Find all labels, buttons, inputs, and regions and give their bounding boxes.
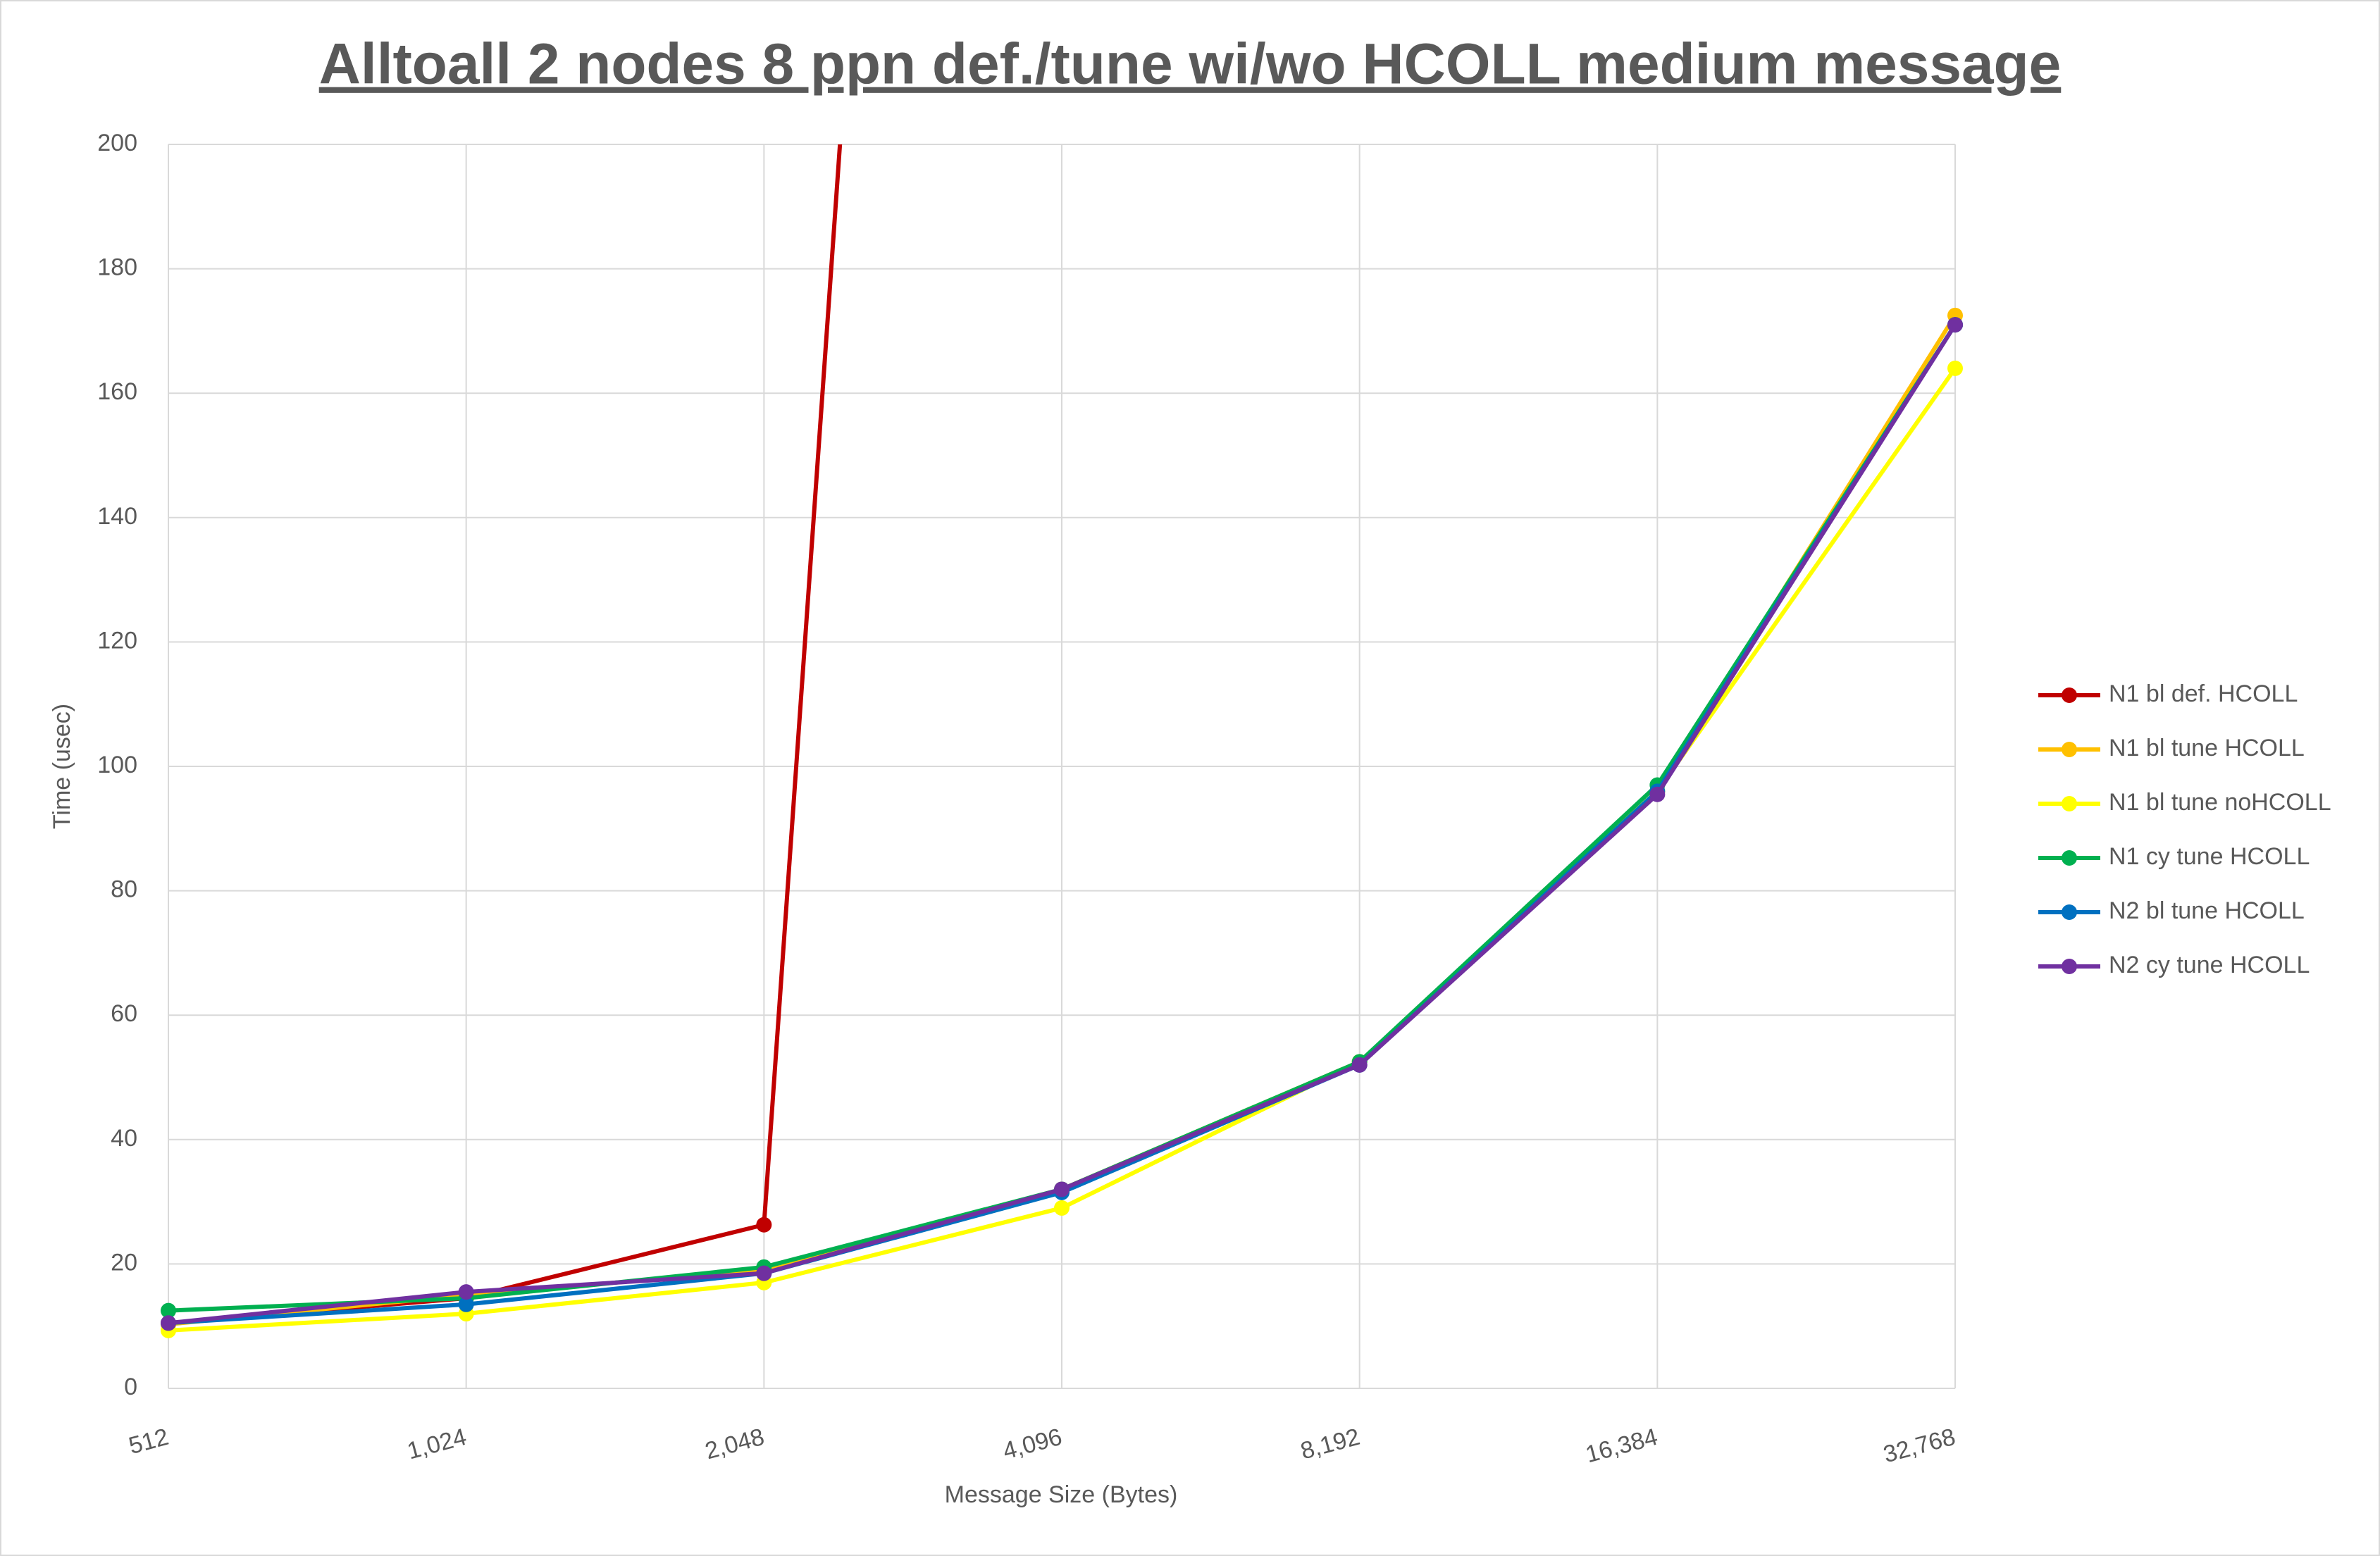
y-tick-label: 80 bbox=[111, 876, 137, 903]
y-tick-label: 40 bbox=[111, 1125, 137, 1152]
data-point bbox=[756, 1216, 772, 1233]
legend-label: N1 bl def. HCOLL bbox=[2109, 680, 2298, 707]
data-point bbox=[161, 1302, 176, 1319]
chart-title: Alltoall 2 nodes 8 ppn def./tune wi/wo H… bbox=[319, 32, 2062, 97]
series-group bbox=[161, 144, 1963, 1338]
y-tick-label: 120 bbox=[97, 627, 137, 654]
y-tick-label: 160 bbox=[97, 378, 137, 405]
legend-marker bbox=[2062, 904, 2077, 920]
legend-label: N1 bl tune noHCOLL bbox=[2109, 789, 2331, 816]
y-tick-label: 140 bbox=[97, 503, 137, 530]
data-point bbox=[458, 1284, 474, 1300]
y-tick-label: 60 bbox=[111, 1000, 137, 1027]
legend-label: N2 cy tune HCOLL bbox=[2109, 952, 2310, 978]
legend-marker bbox=[2062, 850, 2077, 866]
data-point bbox=[1054, 1181, 1070, 1197]
data-point bbox=[1054, 1200, 1070, 1216]
legend-label: N2 bl tune HCOLL bbox=[2109, 897, 2305, 924]
data-point bbox=[1947, 317, 1963, 333]
legend-marker bbox=[2062, 687, 2077, 703]
data-point bbox=[1351, 1057, 1368, 1073]
data-point bbox=[756, 1265, 772, 1281]
data-point bbox=[161, 1315, 176, 1331]
y-tick-label: 180 bbox=[97, 254, 137, 281]
data-point bbox=[1649, 786, 1666, 802]
legend-marker bbox=[2062, 742, 2077, 757]
data-point bbox=[1947, 360, 1963, 376]
legend-marker bbox=[2062, 796, 2077, 811]
legend: N1 bl def. HCOLL N1 bl tune HCOLL N1 bl tu… bbox=[2038, 680, 2331, 978]
x-axis-title: Message Size (Bytes) bbox=[945, 1481, 1178, 1508]
y-axis-title: Time (usec) bbox=[49, 704, 75, 829]
y-tick-label: 200 bbox=[97, 130, 137, 156]
legend-marker bbox=[2062, 959, 2077, 974]
legend-label: N1 cy tune HCOLL bbox=[2109, 843, 2310, 870]
y-tick-label: 20 bbox=[111, 1249, 137, 1276]
y-tick-label: 100 bbox=[97, 752, 137, 778]
legend-label: N1 bl tune HCOLL bbox=[2109, 735, 2305, 761]
y-tick-label: 0 bbox=[124, 1374, 137, 1400]
data-point bbox=[458, 1296, 474, 1312]
